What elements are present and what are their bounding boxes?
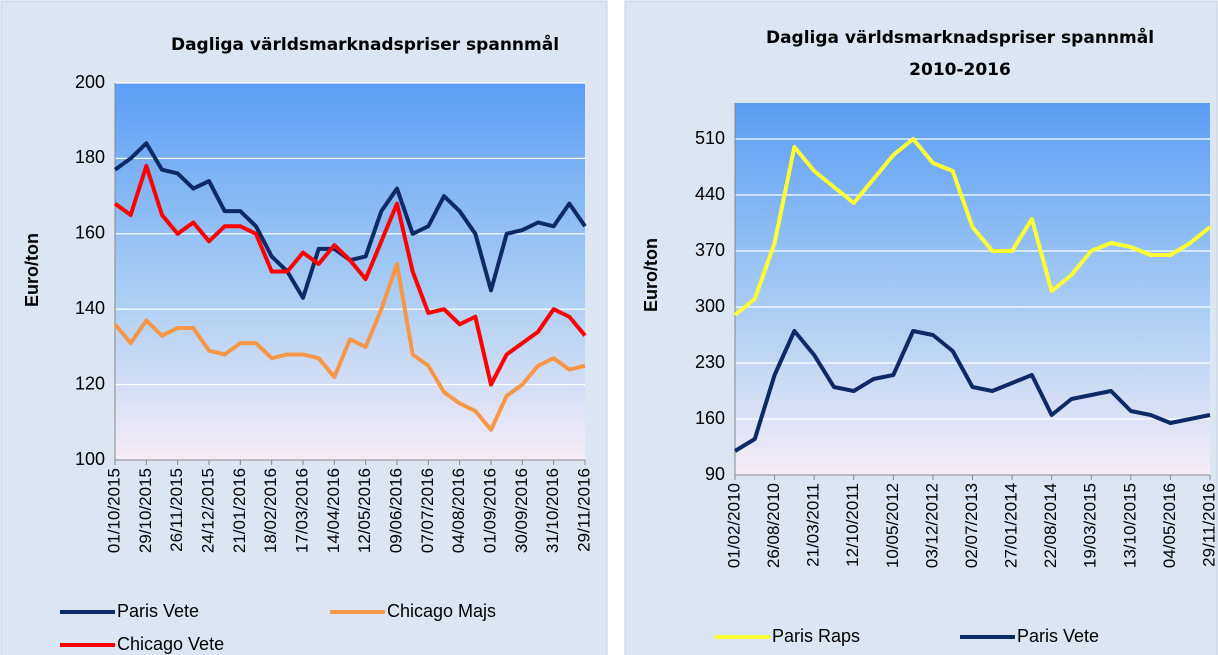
x-tick-label: 13/10/2015	[1120, 483, 1139, 568]
x-tick-label: 24/12/2015	[198, 468, 217, 553]
chart-title: Dagliga världsmarknadspriser spannmål 201…	[766, 26, 1154, 80]
x-tick-label: 19/03/2015	[1081, 483, 1100, 568]
y-tick-label: 120	[75, 373, 105, 393]
x-tick-label: 01/09/2016	[480, 468, 499, 553]
series-line	[113, 163, 587, 387]
title-line: Dagliga världsmarknadspriser spannmål	[766, 26, 1154, 48]
x-tick-label: 22/08/2014	[1041, 483, 1060, 568]
series-line	[113, 261, 586, 432]
x-tick-label: 17/03/2016	[292, 468, 311, 553]
x-tick-label: 03/12/2012	[922, 483, 941, 568]
y-axis-label: Euro/ton	[641, 238, 661, 312]
legend-label: Chicago Majs	[387, 601, 496, 621]
y-tick-label: 90	[705, 464, 725, 484]
y-tick-label: 370	[695, 240, 725, 260]
y-tick-label: 440	[695, 184, 725, 204]
x-tick-label: 21/01/2016	[230, 468, 249, 553]
y-axis-label: Euro/ton	[22, 233, 42, 307]
series-line	[733, 329, 1211, 453]
legend-label: Paris Raps	[772, 626, 860, 646]
x-tick-label: 21/03/2011	[804, 483, 823, 567]
y-tick-label: 300	[695, 296, 725, 316]
x-tick-label: 01/10/2015	[104, 468, 123, 553]
title-line: 2010-2016	[909, 60, 1011, 80]
x-tick-label: 29/11/2016	[1199, 483, 1218, 567]
legend-label: Paris Vete	[117, 601, 199, 621]
y-tick-label: 510	[695, 128, 725, 148]
x-tick-label: 30/09/2016	[512, 468, 531, 553]
legend-label: Chicago Vete	[117, 634, 224, 654]
chart-title: Dagliga världsmarknadspriser spannmål	[171, 33, 559, 55]
y-tick-label: 140	[75, 298, 105, 318]
x-tick-label: 29/10/2015	[136, 468, 155, 553]
x-tick-label: 31/10/2016	[543, 468, 562, 553]
y-tick-label: 230	[695, 352, 725, 372]
x-tick-label: 04/05/2016	[1160, 483, 1179, 568]
x-tick-label: 26/11/2015	[167, 468, 186, 552]
y-tick-label: 100	[75, 449, 105, 469]
x-tick-label: 27/01/2014	[1002, 483, 1021, 568]
y-tick-label: 180	[75, 147, 105, 167]
x-tick-label: 09/06/2016	[386, 468, 405, 553]
series-line	[733, 137, 1212, 317]
x-tick-label: 12/05/2016	[355, 468, 374, 553]
x-tick-label: 02/07/2013	[962, 483, 981, 568]
plot-area	[115, 83, 585, 460]
y-tick-label: 160	[695, 408, 725, 428]
x-tick-label: 14/04/2016	[324, 468, 343, 553]
x-tick-label: 07/07/2016	[418, 468, 437, 553]
legend-label: Paris Vete	[1017, 626, 1099, 646]
x-tick-label: 18/02/2016	[261, 468, 280, 553]
y-tick-label: 160	[75, 223, 105, 243]
x-tick-label: 29/11/2016	[574, 468, 593, 552]
x-tick-label: 12/10/2011	[843, 483, 862, 567]
x-tick-label: 01/02/2010	[724, 483, 743, 568]
x-tick-label: 04/08/2016	[449, 468, 468, 553]
y-tick-label: 200	[75, 72, 105, 92]
x-tick-label: 10/05/2012	[883, 483, 902, 568]
x-tick-label: 26/08/2010	[764, 483, 783, 568]
